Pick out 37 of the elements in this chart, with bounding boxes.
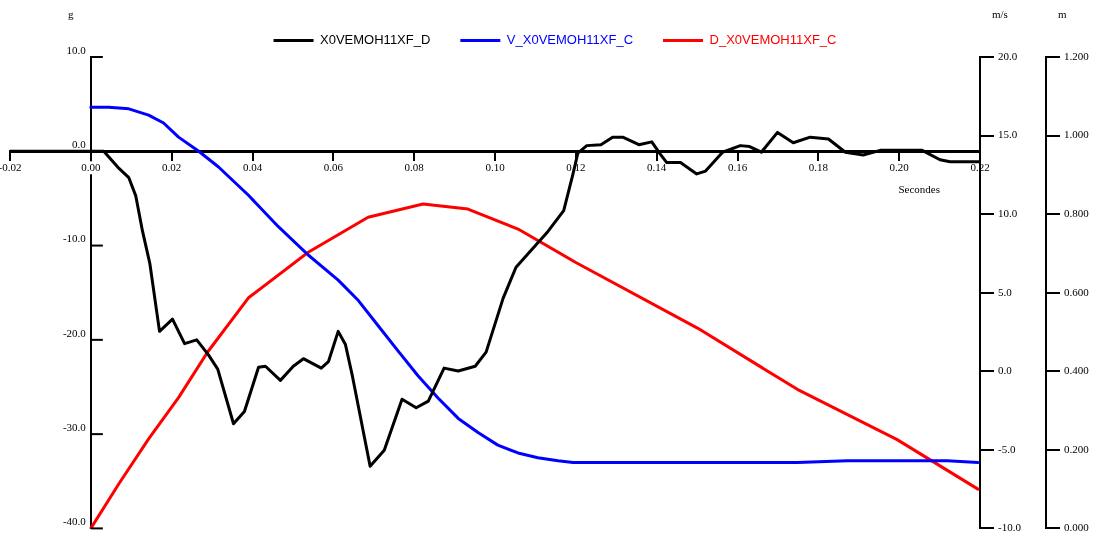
x-tick-label: 0.18 — [808, 160, 829, 173]
y2-tick-label: 15.0 — [998, 128, 1018, 141]
y2-tick-label: 0.0 — [998, 364, 1013, 377]
y-tick-label: -10.0 — [62, 232, 87, 245]
x-tick-label: 0.10 — [485, 160, 506, 173]
x-axis-title: Secondes — [898, 183, 940, 196]
y3-tick-label: 1.000 — [1064, 128, 1090, 141]
y-tick-label: -40.0 — [62, 515, 87, 528]
y3-axis-title: m — [1058, 8, 1067, 20]
y3-tick-label: 0.400 — [1064, 364, 1090, 377]
y2-tick-label: -10.0 — [998, 521, 1022, 534]
y-tick-label: 0.0 — [72, 138, 87, 151]
y-tick-label: -30.0 — [62, 421, 87, 434]
x-tick-label: 0.14 — [647, 160, 667, 173]
x-tick-label: 0.06 — [323, 160, 344, 173]
y2-tick-label: 20.0 — [998, 49, 1018, 62]
y2-tick-label: 5.0 — [998, 285, 1013, 298]
y3-tick-label: 0.200 — [1064, 442, 1090, 455]
x-tick-label: 0.04 — [242, 160, 263, 173]
y3-tick-label: 1.200 — [1064, 49, 1090, 62]
y2-axis-title: m/s — [992, 8, 1008, 20]
legend-label: D_X0VEMOH11XF_C — [709, 32, 837, 48]
legend-label: V_X0VEMOH11XF_C — [506, 32, 634, 48]
y-tick-label: 10.0 — [66, 43, 87, 56]
y3-tick-label: 0.800 — [1064, 207, 1090, 220]
x-tick-label: 0.08 — [404, 160, 425, 173]
y-axis-title: g — [68, 8, 75, 20]
y2-tick-label: -5.0 — [998, 442, 1016, 455]
y3-tick-label: 0.000 — [1064, 521, 1090, 534]
legend-label: X0VEMOH11XF_D — [320, 32, 431, 48]
y2-tick-label: 10.0 — [998, 207, 1018, 220]
x-tick-label: 0.02 — [162, 160, 182, 173]
y3-tick-label: 0.600 — [1064, 285, 1090, 298]
y-tick-label: -20.0 — [62, 326, 87, 339]
x-tick-label: 0.00 — [81, 160, 101, 173]
x-tick-label: 0.20 — [889, 160, 910, 173]
x-tick-label: 0.16 — [727, 160, 748, 173]
